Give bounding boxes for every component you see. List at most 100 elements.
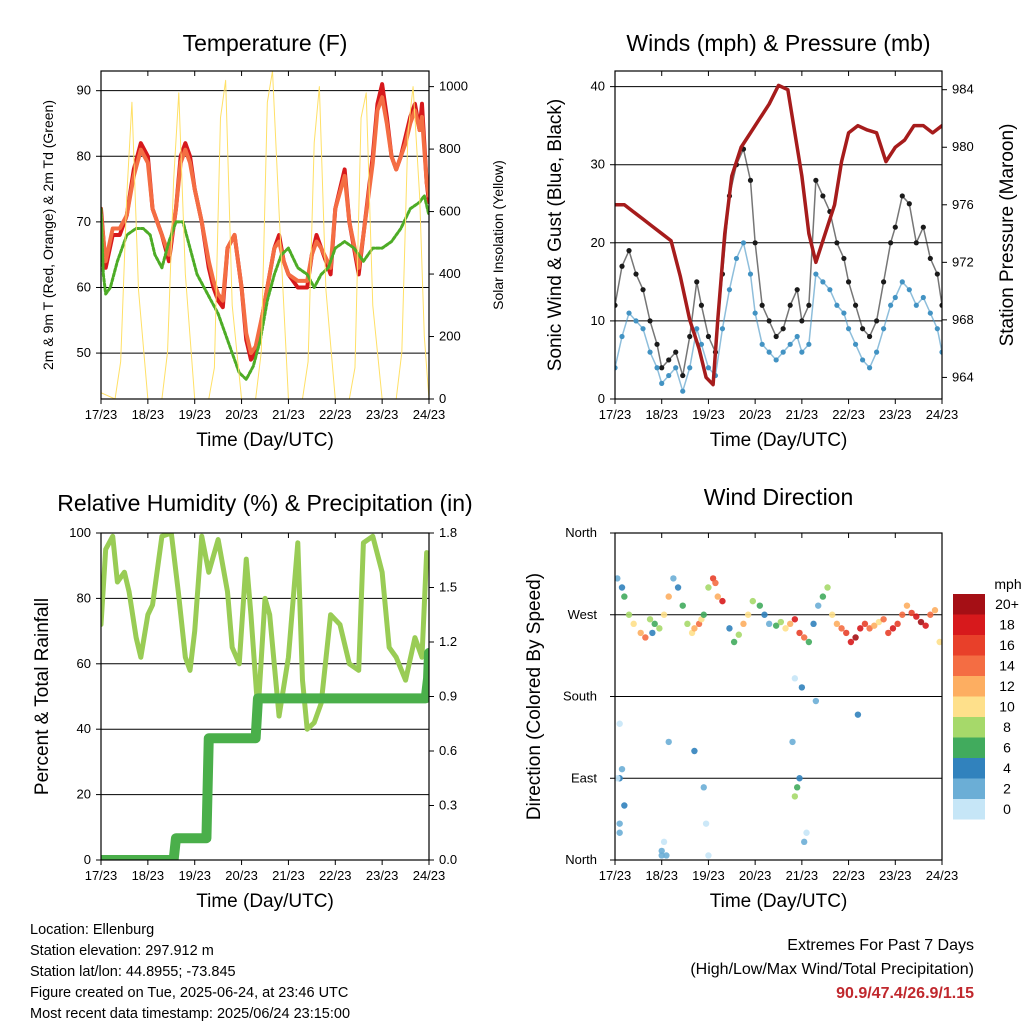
dir-legend-label: 10 [999, 699, 1015, 715]
dir-point [815, 602, 822, 609]
dir-point [791, 793, 799, 800]
rh-y2tick-label: 0.3 [439, 798, 457, 813]
dir-point [700, 611, 707, 618]
wind-y2tick-label: 980 [952, 139, 974, 154]
dir-point [705, 852, 712, 859]
dir-frame [614, 532, 943, 861]
dir-point [852, 634, 859, 641]
dir-point [674, 584, 682, 591]
dir-point [660, 838, 668, 846]
wind-xtick-label: 22/23 [832, 407, 865, 422]
wind-plot-area [615, 83, 942, 394]
recent-timestamp: Most recent data timestamp: 2025/06/24 2… [30, 1006, 351, 1022]
wind-y2tick-label: 984 [952, 82, 974, 97]
rh-ytick-label: 20 [77, 787, 91, 802]
rh-xtick-label: 20/23 [225, 868, 258, 883]
dir-point [765, 620, 773, 628]
temp-xtick-label: 22/23 [319, 407, 352, 422]
wind-ytick-label: 40 [591, 79, 605, 94]
dir-point [691, 625, 698, 632]
dir-point [772, 622, 780, 629]
extremes-title: Extremes For Past 7 Days [787, 937, 974, 954]
rh-xtick-label: 18/23 [132, 868, 165, 883]
wind-ytick-label: 10 [591, 313, 605, 328]
rh-ytick-label: 60 [77, 656, 91, 671]
dir-point [777, 618, 785, 626]
rh-ytick-label: 40 [77, 721, 91, 736]
dir-point [730, 638, 738, 646]
dir-xtick-label: 18/23 [645, 868, 678, 883]
temp-plot-area [101, 71, 429, 399]
dir-point [819, 593, 827, 600]
wind-series-line [615, 83, 942, 387]
dir-legend-label: 14 [999, 658, 1015, 674]
temp-ytick-label: 90 [77, 83, 91, 98]
dir-point [857, 625, 864, 632]
temp-y2tick-label: 0 [439, 391, 446, 406]
dir-point [880, 616, 887, 623]
rh-series-line [101, 647, 429, 860]
dir-legend-label: 4 [1003, 760, 1011, 776]
dir-point [630, 620, 637, 628]
rh-xtick-label: 23/23 [366, 868, 399, 883]
temp-xtick-label: 21/23 [272, 407, 305, 422]
rh-series-line [101, 533, 429, 732]
dir-point [847, 638, 855, 646]
wind-xtick-label: 23/23 [879, 407, 912, 422]
dir-legend-swatch [953, 737, 985, 758]
rh-y2tick-label: 0.6 [439, 743, 457, 758]
temp-ytick-label: 80 [77, 148, 91, 163]
dir-point [705, 584, 712, 591]
station-info: Location: Ellenburg Station elevation: 2… [30, 920, 350, 1025]
wind-ylabel: Sonic Wind & Gust (Blue, Black) [545, 99, 566, 371]
dir-point [625, 611, 633, 618]
dir-point [726, 625, 733, 632]
dir-point [679, 602, 686, 609]
rh-xtick-label: 22/23 [319, 868, 352, 883]
dir-point [931, 607, 939, 614]
dir-xtick-label: 24/23 [926, 868, 959, 883]
temp-xtick-label: 19/23 [178, 407, 211, 422]
temp-frame [100, 70, 430, 400]
dir-point [908, 609, 915, 617]
rh-xtick-label: 21/23 [272, 868, 305, 883]
dir-point [744, 611, 752, 618]
dir-point [866, 625, 873, 632]
dir-point [796, 629, 803, 637]
rh-ylabel: Percent & Total Rainfall [32, 598, 53, 795]
rh-xtick-label: 19/23 [178, 868, 211, 883]
dir-point [824, 584, 831, 591]
dir-point [700, 784, 707, 791]
dir-legend-swatch [953, 635, 985, 656]
dir-ytick-label: North [565, 852, 597, 867]
dir-point [649, 629, 656, 637]
dir-point [833, 620, 841, 628]
dir-legend-label: 16 [999, 637, 1015, 653]
temp-ytick-label: 50 [77, 345, 91, 360]
wind-ytick-label: 20 [591, 235, 605, 250]
wind-xtick-label: 24/23 [926, 407, 959, 422]
dir-point [651, 620, 658, 628]
dir-point [663, 852, 670, 859]
dir-point [796, 775, 803, 782]
dir-point [889, 625, 897, 632]
dir-point [871, 622, 878, 629]
dir-point [618, 584, 626, 591]
dir-point [894, 620, 901, 628]
dir-point [684, 620, 691, 628]
dir-point [656, 625, 663, 632]
dir-point [786, 620, 794, 628]
dir-point [637, 629, 644, 637]
temp-xtick-label: 20/23 [225, 407, 258, 422]
wind-series-line [615, 146, 942, 376]
wind-series-line [615, 240, 942, 394]
dir-point [899, 611, 906, 618]
dir-point [854, 711, 862, 718]
rh-y2tick-label: 1.5 [439, 580, 457, 595]
dir-ytick-label: North [565, 525, 597, 540]
dir-point [803, 829, 810, 836]
rh-y2tick-label: 0.9 [439, 689, 457, 704]
dir-plot-area [615, 575, 942, 859]
wind-y2tick-label: 972 [952, 254, 974, 269]
dir-legend-swatch [953, 614, 985, 635]
